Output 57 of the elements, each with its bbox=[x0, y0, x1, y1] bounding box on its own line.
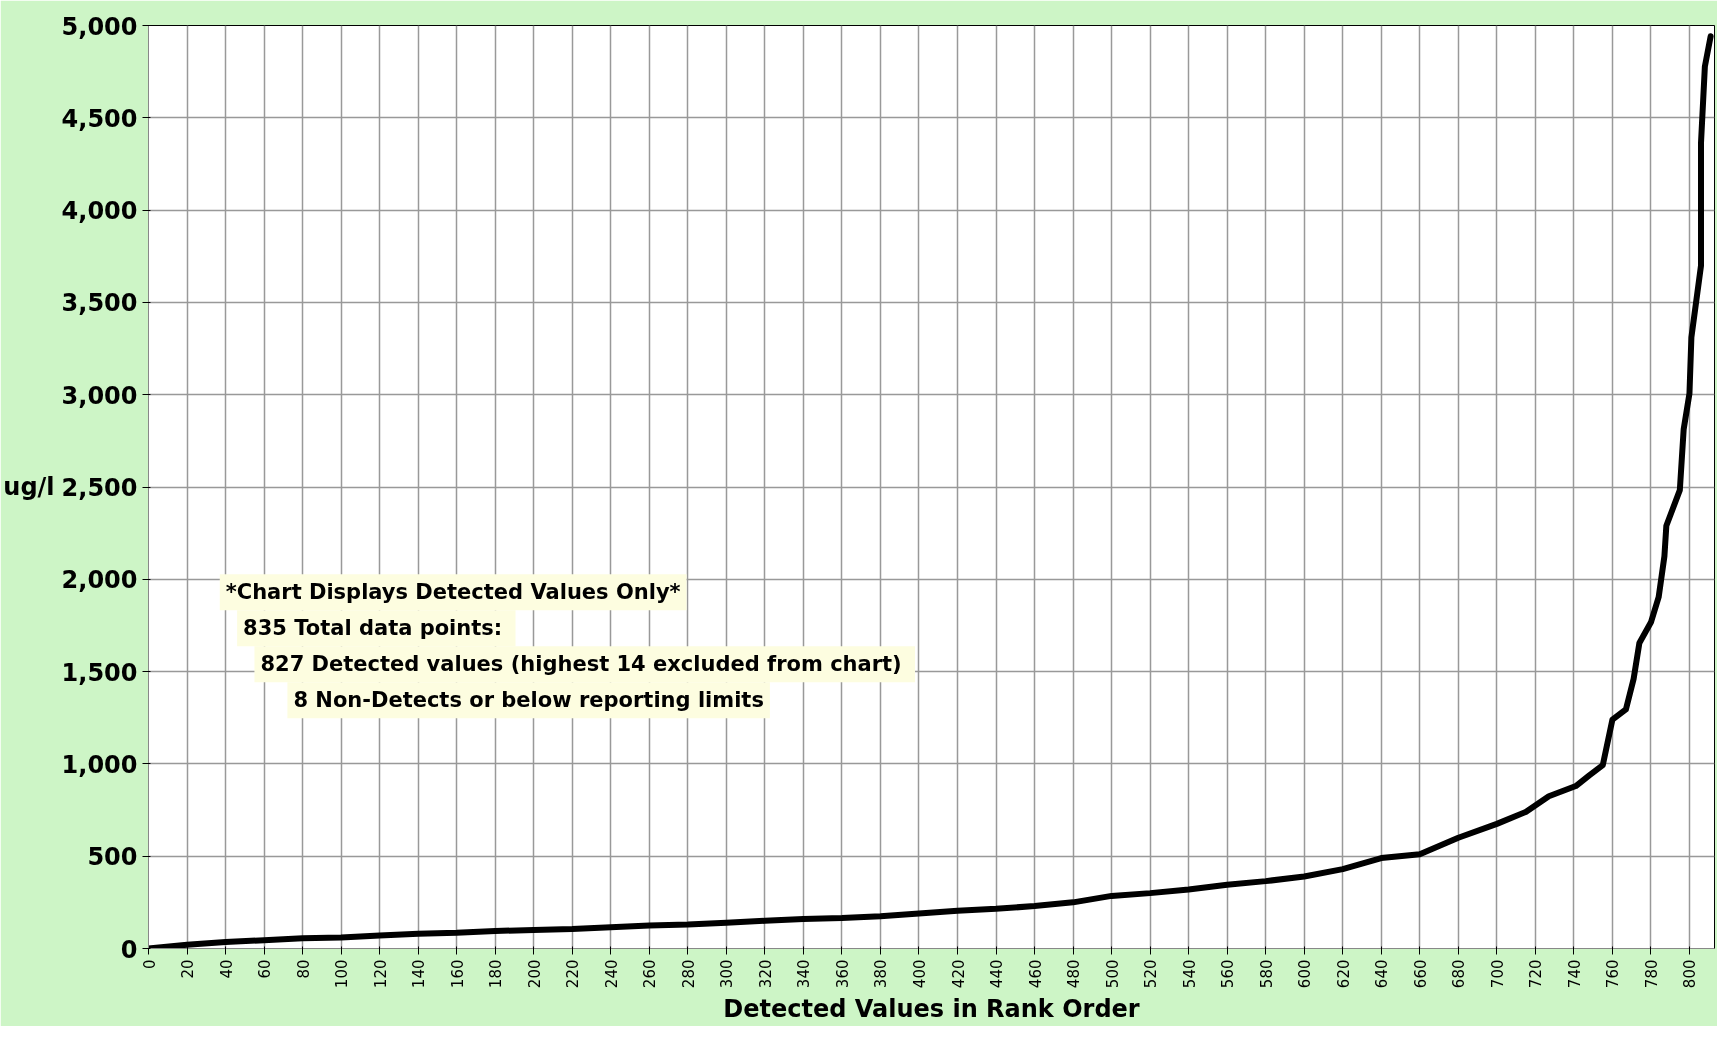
x-tick-label: 160 bbox=[448, 959, 467, 989]
x-tick-label: 680 bbox=[1450, 959, 1469, 989]
x-tick-label: 380 bbox=[872, 959, 891, 989]
x-tick-label: 340 bbox=[795, 959, 814, 989]
x-tick-label: 300 bbox=[718, 959, 737, 989]
x-tick-label: 700 bbox=[1488, 959, 1507, 989]
x-tick-label: 80 bbox=[294, 959, 313, 979]
y-tick-label: 4,000 bbox=[61, 197, 138, 226]
x-tick-label: 440 bbox=[988, 959, 1007, 989]
y-tick-label: 5,000 bbox=[61, 12, 138, 41]
y-tick-label: 2,500 bbox=[61, 474, 138, 502]
x-tick-label: 400 bbox=[910, 959, 929, 989]
x-tick-label: 500 bbox=[1103, 959, 1122, 989]
x-tick-label: 540 bbox=[1180, 959, 1199, 989]
x-tick-label: 460 bbox=[1026, 959, 1045, 989]
x-tick-label: 260 bbox=[641, 959, 660, 989]
y-tick-label: 1,000 bbox=[61, 750, 138, 779]
x-tick-label: 780 bbox=[1642, 959, 1661, 989]
annotation: *Chart Displays Detected Values Only* bbox=[225, 580, 681, 605]
x-tick-label: 20 bbox=[179, 959, 198, 979]
y-tick-label: 3,500 bbox=[61, 289, 138, 318]
x-tick-label: 320 bbox=[756, 959, 775, 989]
x-tick-label: 660 bbox=[1411, 959, 1430, 989]
x-tick-label: 140 bbox=[410, 959, 429, 989]
x-tick-label: 420 bbox=[949, 959, 968, 989]
x-tick-label: 200 bbox=[525, 959, 544, 989]
x-tick-label: 60 bbox=[256, 959, 275, 979]
y-axis-title: ug/l bbox=[3, 473, 55, 501]
annotation: 827 Detected values (highest 14 excluded from chart) bbox=[260, 652, 902, 677]
x-tick-label: 120 bbox=[371, 959, 390, 989]
x-tick-label: 520 bbox=[1142, 959, 1161, 989]
x-tick-label: 620 bbox=[1334, 959, 1353, 989]
x-tick-label: 480 bbox=[1065, 959, 1084, 989]
x-tick-label: 800 bbox=[1681, 959, 1700, 989]
y-tick-label: 3,000 bbox=[61, 381, 138, 410]
y-tick-label: 2,000 bbox=[61, 566, 138, 595]
x-tick-label: 280 bbox=[679, 959, 698, 989]
x-tick-label: 40 bbox=[217, 959, 236, 979]
x-tick-label: 580 bbox=[1257, 959, 1276, 989]
x-tick-label: 640 bbox=[1373, 959, 1392, 989]
x-tick-label: 180 bbox=[487, 959, 506, 989]
annotation: 835 Total data points: bbox=[243, 616, 503, 641]
x-tick-label: 100 bbox=[333, 959, 352, 989]
x-axis-title: Detected Values in Rank Order bbox=[723, 995, 1140, 1024]
x-tick-label: 720 bbox=[1527, 959, 1546, 989]
y-tick-label: 4,500 bbox=[61, 104, 138, 133]
x-tick-label: 220 bbox=[564, 959, 583, 989]
x-tick-label: 600 bbox=[1296, 959, 1315, 989]
x-tick-label: 240 bbox=[602, 959, 621, 989]
x-tick-label: 560 bbox=[1219, 959, 1238, 989]
x-tick-label: 740 bbox=[1565, 959, 1584, 989]
y-tick-label: 500 bbox=[87, 843, 138, 872]
x-tick-label: 360 bbox=[833, 959, 852, 989]
x-tick-label: 0 bbox=[140, 959, 159, 970]
y-tick-label: 1,500 bbox=[61, 658, 138, 687]
x-tick-label: 760 bbox=[1604, 959, 1623, 989]
annotation: 8 Non-Detects or below reporting limits bbox=[293, 688, 764, 713]
